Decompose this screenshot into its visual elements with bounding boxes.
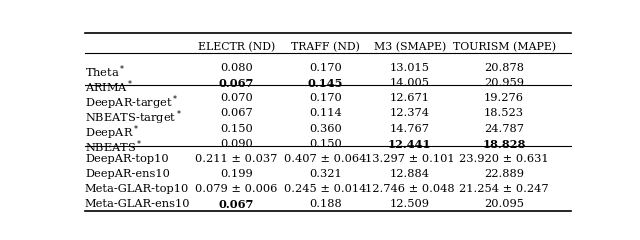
Text: 20.095: 20.095 [484,199,524,209]
Text: 13.297 ± 0.101: 13.297 ± 0.101 [365,154,454,164]
Text: ELECTR (ND): ELECTR (ND) [198,42,275,52]
Text: NBEATS-target$^*$: NBEATS-target$^*$ [85,108,182,127]
Text: 23.920 ± 0.631: 23.920 ± 0.631 [460,154,549,164]
Text: DeepAR-target$^*$: DeepAR-target$^*$ [85,93,179,112]
Text: 0.079 ± 0.006: 0.079 ± 0.006 [195,184,277,194]
Text: 0.067: 0.067 [218,78,254,89]
Text: Meta-GLAR-top10: Meta-GLAR-top10 [85,184,189,194]
Text: 0.170: 0.170 [309,93,342,103]
Text: 12.884: 12.884 [390,169,430,179]
Text: 0.211 ± 0.037: 0.211 ± 0.037 [195,154,277,164]
Text: 0.080: 0.080 [220,63,253,73]
Text: 24.787: 24.787 [484,124,524,134]
Text: 0.067: 0.067 [218,199,254,210]
Text: NBEATS$^*$: NBEATS$^*$ [85,139,143,155]
Text: 0.067: 0.067 [220,108,253,119]
Text: 0.070: 0.070 [220,93,253,103]
Text: 20.878: 20.878 [484,63,524,73]
Text: 12.671: 12.671 [390,93,430,103]
Text: 0.170: 0.170 [309,63,342,73]
Text: 21.254 ± 0.247: 21.254 ± 0.247 [460,184,549,194]
Text: Meta-GLAR-ens10: Meta-GLAR-ens10 [85,199,191,209]
Text: 14.005: 14.005 [390,78,430,88]
Text: DeepAR-ens10: DeepAR-ens10 [85,169,170,179]
Text: 19.276: 19.276 [484,93,524,103]
Text: 0.407 ± 0.064: 0.407 ± 0.064 [284,154,367,164]
Text: 12.746 ± 0.048: 12.746 ± 0.048 [365,184,454,194]
Text: DeepAR$^*$: DeepAR$^*$ [85,124,139,142]
Text: 12.509: 12.509 [390,199,430,209]
Text: 18.828: 18.828 [483,139,526,150]
Text: 22.889: 22.889 [484,169,524,179]
Text: ARIMA$^*$: ARIMA$^*$ [85,78,134,95]
Text: 0.245 ± 0.014: 0.245 ± 0.014 [284,184,367,194]
Text: 13.015: 13.015 [390,63,430,73]
Text: 0.188: 0.188 [309,199,342,209]
Text: 0.321: 0.321 [309,169,342,179]
Text: 20.959: 20.959 [484,78,524,88]
Text: 0.150: 0.150 [220,124,253,134]
Text: TRAFF (ND): TRAFF (ND) [291,42,360,52]
Text: 0.360: 0.360 [309,124,342,134]
Text: 0.090: 0.090 [220,139,253,149]
Text: 12.374: 12.374 [390,108,430,119]
Text: 0.145: 0.145 [308,78,343,89]
Text: 0.114: 0.114 [309,108,342,119]
Text: 14.767: 14.767 [390,124,430,134]
Text: 0.199: 0.199 [220,169,253,179]
Text: TOURISM (MAPE): TOURISM (MAPE) [452,42,556,52]
Text: 18.523: 18.523 [484,108,524,119]
Text: DeepAR-top10: DeepAR-top10 [85,154,168,164]
Text: Theta$^*$: Theta$^*$ [85,63,125,80]
Text: 12.441: 12.441 [388,139,431,150]
Text: M3 (SMAPE): M3 (SMAPE) [374,42,446,52]
Text: 0.150: 0.150 [309,139,342,149]
